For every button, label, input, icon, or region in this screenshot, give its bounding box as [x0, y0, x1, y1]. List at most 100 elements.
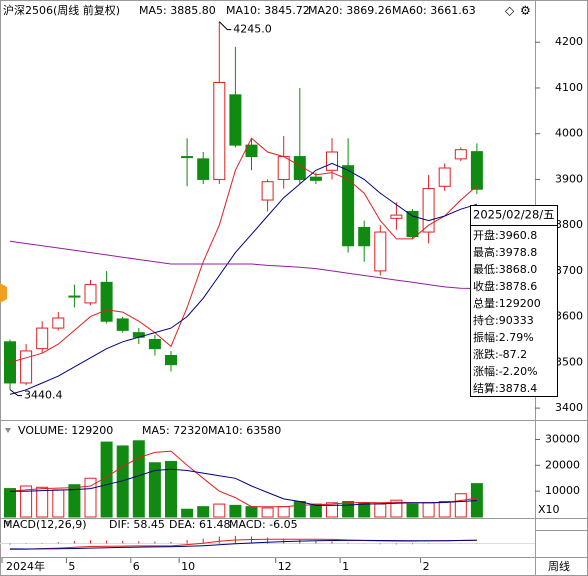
candle-body	[406, 210, 419, 238]
candle-body	[245, 144, 258, 158]
candle-body	[438, 167, 451, 187]
header-label: MA20: 3869.26	[308, 4, 392, 17]
y-tick-label: 3400	[555, 401, 583, 414]
x-tick-label: 6	[133, 560, 140, 573]
candle-body	[181, 156, 194, 159]
y-tick-label: 30000	[545, 433, 580, 446]
candle-body	[470, 151, 483, 190]
y-tick-label: 20000	[545, 458, 580, 471]
volume-bar	[229, 504, 242, 518]
candle-body	[148, 339, 161, 350]
tooltip-row: 涨跌:-87.2	[473, 347, 527, 361]
candle-body	[165, 355, 177, 366]
candle-body	[229, 94, 242, 146]
candle-body	[277, 156, 290, 180]
volume-bar	[52, 489, 65, 518]
volume-bar	[132, 440, 145, 518]
candle-body	[454, 149, 467, 160]
period-label: 周线	[548, 559, 570, 573]
x-tick-label: 2	[423, 560, 430, 573]
candle-body	[374, 231, 387, 272]
multiplier: X10	[538, 503, 560, 516]
volume-bar	[261, 507, 274, 518]
tooltip-row: 最低:3868.0	[473, 263, 537, 276]
volume-bar	[36, 486, 49, 518]
candle-body	[68, 295, 81, 298]
annotation: 3440.4	[24, 389, 63, 402]
candle-body	[422, 188, 435, 233]
volume-bar	[454, 493, 467, 518]
collapse-icon[interactable]	[5, 521, 11, 526]
volume-bar	[20, 485, 33, 518]
ma-line	[9, 240, 477, 289]
tooltip: 2025/02/28/五开盘:3960.8 最高:3978.8 最低:3868.0 收…	[470, 205, 558, 397]
volume-bar	[390, 499, 403, 518]
y-tick-label: 3600	[555, 310, 583, 323]
annotation: 4245.0	[233, 23, 271, 36]
volume-bar	[165, 460, 177, 518]
candle-body	[309, 176, 322, 181]
header-label: MA5: 72320	[142, 424, 208, 437]
volume-bar	[84, 477, 97, 518]
volume-bar	[309, 503, 322, 518]
header-label: MA10: 63580	[208, 424, 281, 437]
volume-bar	[342, 501, 355, 518]
header-label: VOLUME: 129200	[18, 424, 113, 437]
tooltip-row: 振幅:2.79%	[473, 330, 534, 344]
candle-body	[261, 181, 274, 201]
volume-bar	[4, 488, 16, 518]
candle-body	[116, 318, 129, 331]
candle-body	[358, 226, 371, 247]
tooltip-row: 结算:3878.4	[473, 381, 537, 395]
volume-bar	[277, 506, 290, 518]
candle-body	[197, 158, 210, 180]
candle-body	[326, 151, 338, 171]
ma-line	[9, 162, 478, 395]
tooltip-row: 最高:3978.8	[473, 245, 537, 259]
header-label: MA5: 3885.80	[139, 4, 216, 17]
candle-body	[293, 156, 306, 180]
candle-body	[100, 281, 113, 322]
settings-icon[interactable]: ⚙	[520, 4, 531, 18]
volume-bar	[197, 506, 210, 518]
header-label: MACD(12,26,9)	[3, 518, 87, 531]
x-tick-label: 1	[342, 560, 349, 573]
macd-line	[9, 539, 477, 550]
x-tick-label: 12	[278, 560, 292, 573]
y-tick-label: 4200	[555, 35, 583, 48]
header-label: MACD: -6.05	[229, 518, 298, 531]
candle-body	[213, 81, 226, 180]
tooltip-box	[470, 205, 558, 397]
x-tick-label: 10	[181, 560, 195, 573]
header-label: DIF: 58.45	[109, 518, 165, 531]
volume-bar	[68, 484, 81, 518]
header-label: MA10: 3845.72	[226, 4, 310, 17]
candle-body	[342, 165, 355, 247]
diamond-icon[interactable]: ◇	[505, 4, 515, 18]
volume-bar	[438, 501, 451, 518]
x-tick-label: 5	[68, 560, 75, 573]
side-tab[interactable]	[0, 283, 7, 303]
volume-bar	[326, 502, 338, 518]
volume-bar	[406, 503, 419, 518]
volume-bar	[181, 508, 194, 518]
collapse-icon[interactable]	[5, 428, 11, 433]
volume-ma-line	[10, 468, 477, 506]
volume-bar	[293, 501, 306, 518]
annotation-arrow	[218, 21, 232, 31]
volume-bar	[148, 462, 161, 518]
annotation-arrow	[9, 389, 22, 397]
volume-bar	[213, 503, 226, 518]
candle-body	[390, 214, 403, 219]
header-label: MA60: 3661.63	[392, 4, 476, 17]
tooltip-row: 涨幅:-2.20%	[473, 365, 538, 378]
tooltip-row: 收盘:3878.6	[473, 279, 537, 293]
tooltip-row: 总量:129200	[473, 296, 541, 310]
volume-bar	[374, 503, 387, 518]
volume-bar	[358, 502, 371, 518]
candle-body	[36, 327, 49, 350]
header-label: 沪深2506(周线 前复权)	[3, 3, 120, 17]
candle-body	[84, 284, 97, 304]
volume-bar	[422, 502, 435, 518]
